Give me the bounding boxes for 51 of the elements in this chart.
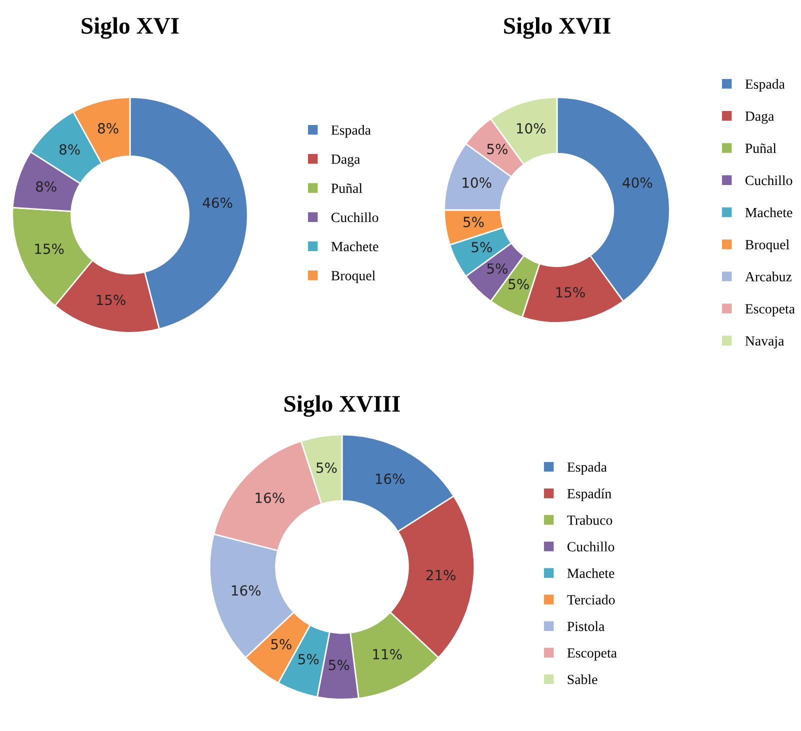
legend-label: Broquel	[745, 240, 790, 252]
legend-label: Sable	[568, 674, 598, 684]
data-label: 16%	[376, 474, 404, 484]
legend-label: Espadín	[567, 488, 612, 502]
data-label: 10%	[462, 177, 492, 188]
chart-title: Siglo XVII	[504, 17, 610, 39]
legend-label: Cuchillo	[745, 175, 792, 186]
data-label: 5%	[487, 144, 508, 154]
data-label: 8%	[98, 123, 118, 134]
legend-label: Terciado	[567, 594, 615, 605]
data-label: 15%	[96, 294, 126, 306]
data-label: 8%	[60, 144, 80, 155]
legend-label: Escopeta	[745, 304, 795, 316]
data-label: 5%	[316, 462, 337, 473]
legend-label: Pistola	[567, 621, 605, 632]
legend-label: Espada	[745, 79, 785, 92]
legend-label: Escopeta	[567, 648, 617, 660]
legend-label: Cuchillo	[331, 212, 378, 222]
legend-label: Puñal	[745, 143, 776, 154]
data-label: 15%	[35, 244, 64, 254]
legend-label: Daga	[745, 112, 774, 124]
legend-label: Machete	[745, 207, 792, 218]
data-label: 5%	[271, 638, 292, 650]
data-label: 5%	[298, 654, 319, 664]
legend-label: Espada	[567, 462, 607, 475]
legend-label: Cuchillo	[567, 542, 614, 552]
legend-label: Broquel	[331, 270, 376, 284]
data-label: 5%	[487, 263, 508, 274]
legend-label: Espada	[331, 125, 371, 138]
legend-label: Daga	[331, 154, 360, 167]
data-label: 10%	[516, 123, 546, 134]
chart-title: Siglo XVI	[82, 17, 179, 39]
data-label: 16%	[232, 585, 261, 596]
data-label: 8%	[36, 181, 56, 192]
data-label: 16%	[256, 492, 284, 504]
legend-label: Machete	[331, 241, 378, 252]
data-label: 40%	[622, 177, 652, 188]
legend-label: Machete	[567, 568, 614, 578]
data-label: 5%	[464, 216, 484, 228]
chart-title: Siglo XVIII	[284, 395, 400, 417]
data-label: 11%	[373, 648, 402, 660]
legend-label: Navaja	[745, 336, 784, 348]
legend-label: Trabuco	[567, 515, 612, 525]
data-label: 5%	[508, 278, 529, 290]
legend-label: Puñal	[331, 183, 362, 194]
data-label: 5%	[472, 242, 492, 252]
data-label: 15%	[556, 287, 585, 298]
data-label: 46%	[202, 197, 232, 208]
legend-label: Arcabuz	[745, 272, 792, 282]
data-label: 21%	[426, 570, 456, 580]
data-label: 5%	[328, 660, 350, 670]
